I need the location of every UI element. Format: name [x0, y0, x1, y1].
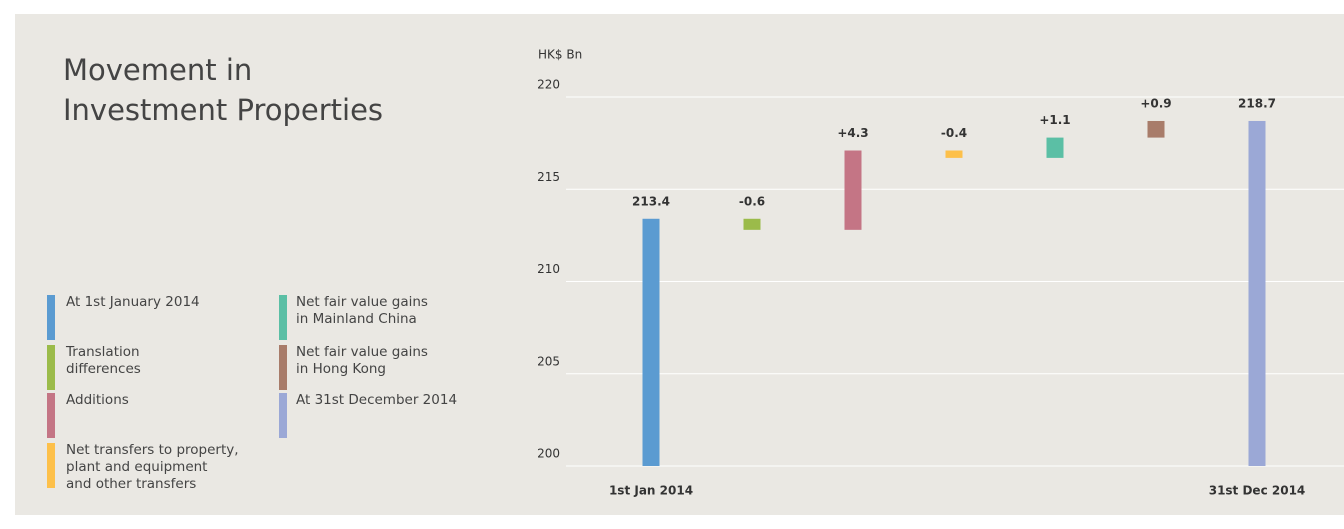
legend-swatch — [47, 295, 55, 340]
y-tick-label: 200 — [537, 447, 560, 461]
value-label: +4.3 — [837, 126, 868, 140]
title: Movement in Investment Properties — [63, 53, 384, 127]
bar — [844, 150, 862, 230]
value-label: +0.9 — [1140, 96, 1171, 110]
bar — [945, 150, 963, 158]
y-tick-label: 205 — [537, 354, 560, 368]
legend-label: Net fair value gains in Hong Kong — [296, 344, 428, 377]
y-tick-label: 215 — [537, 170, 560, 184]
legend-label: At 1st January 2014 — [66, 294, 200, 310]
legend-swatch — [47, 345, 55, 390]
value-label: -0.4 — [941, 126, 967, 140]
value-label: +1.1 — [1039, 113, 1070, 127]
legend-label: Net fair value gains in Mainland China — [296, 294, 428, 327]
bar — [642, 218, 660, 466]
legend-label: Net transfers to property, plant and equ… — [66, 442, 239, 492]
bar — [1046, 137, 1064, 158]
legend-swatch — [279, 393, 287, 438]
legend-label: At 31st December 2014 — [296, 392, 458, 408]
legend-swatch — [279, 295, 287, 340]
y-tick-label: 210 — [537, 262, 560, 276]
legend-label: Additions — [66, 392, 129, 408]
bar — [743, 218, 761, 230]
bar — [1147, 120, 1165, 138]
x-tick-label: 31st Dec 2014 — [1209, 484, 1306, 498]
legend-swatch — [47, 443, 55, 488]
legend-swatch — [279, 345, 287, 390]
value-label: 213.4 — [632, 194, 670, 208]
value-label: -0.6 — [739, 194, 765, 208]
legend-swatch — [47, 393, 55, 438]
y-axis-label: HK$ Bn — [538, 48, 582, 62]
bar — [1248, 120, 1266, 467]
legend-label: Translation differences — [66, 344, 141, 377]
x-tick-label: 1st Jan 2014 — [609, 484, 693, 498]
value-label: 218.7 — [1238, 96, 1276, 110]
y-tick-label: 220 — [537, 78, 560, 92]
